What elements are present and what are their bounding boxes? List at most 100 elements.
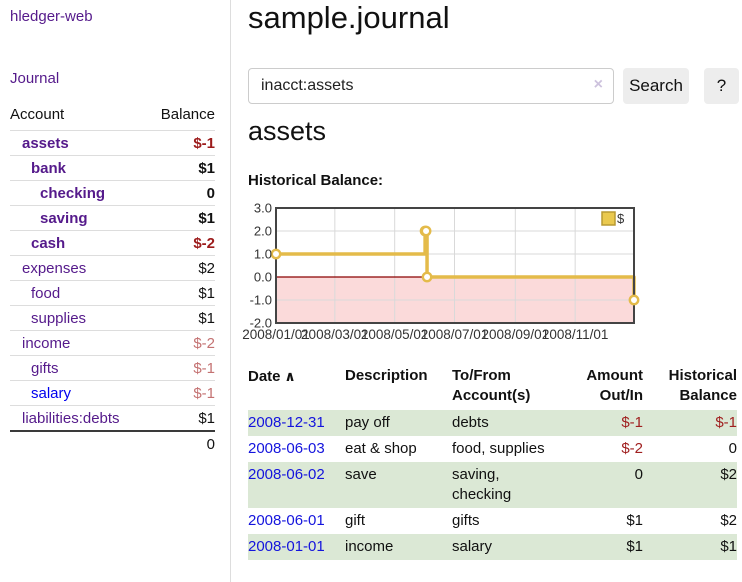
- account-row: expenses $2: [10, 255, 215, 281]
- register-header-historical-balance: Historical Balance: [668, 367, 737, 404]
- transaction-row: 2008-06-03 eat & shop food, supplies $-2 0: [248, 436, 737, 462]
- accounts-total-value: 0: [147, 430, 215, 456]
- transaction-date-cell: 2008-06-01: [248, 508, 345, 534]
- account-balance: $2: [147, 255, 215, 281]
- legend-label: $: [617, 211, 625, 226]
- search-bar: × Search ?: [248, 68, 742, 104]
- transaction-accounts: debts: [452, 414, 489, 431]
- account-balance: $-1: [147, 380, 215, 406]
- transaction-description: pay off: [345, 414, 390, 431]
- account-balance: $1: [147, 305, 215, 331]
- journal-link[interactable]: Journal: [10, 70, 60, 87]
- account-link-cash[interactable]: cash: [31, 235, 66, 252]
- account-link-checking[interactable]: checking: [40, 185, 106, 202]
- main-content: sample.journal × Search ? assets Histori…: [242, 0, 742, 582]
- historical-balance-chart-svg: $3.0 2.0 1.0 0.0 -1.0 -2.02008/01/012008/03/0…: [242, 201, 640, 342]
- account-link-liabilities-debts[interactable]: liabilities:debts: [22, 410, 120, 427]
- y-axis-tick-label: 0.0: [254, 270, 272, 285]
- data-point-marker: [628, 294, 640, 306]
- clear-search-icon[interactable]: ×: [593, 76, 603, 93]
- transaction-balance: $2: [720, 512, 737, 529]
- account-row: assets $-1: [10, 130, 215, 156]
- y-axis-tick-label: -1.0: [250, 293, 272, 308]
- account-row: bank $1: [10, 155, 215, 181]
- accounts-header-account: Account: [10, 106, 65, 123]
- transaction-description: save: [345, 466, 377, 483]
- register-table: Date ∧ Description To/From Account(s) Amoun…: [248, 364, 737, 560]
- account-row: checking 0: [10, 180, 215, 206]
- transaction-description: income: [345, 538, 394, 555]
- transaction-date-cell: 2008-01-01: [248, 534, 345, 560]
- transaction-amount: 0: [634, 466, 643, 483]
- account-row: cash $-2: [10, 230, 215, 256]
- account-row: income $-2: [10, 330, 215, 356]
- transaction-amount: $1: [626, 512, 643, 529]
- transaction-accounts: food, supplies: [452, 440, 545, 457]
- transaction-date-link[interactable]: 2008-06-03: [248, 440, 325, 457]
- account-balance: $1: [147, 205, 215, 231]
- register-header-to-from-account-s-: To/From Account(s): [452, 367, 531, 404]
- account-link-assets[interactable]: assets: [22, 135, 69, 152]
- account-link-bank[interactable]: bank: [31, 160, 67, 177]
- transaction-description: eat & shop: [345, 440, 417, 457]
- transaction-balance: $2: [720, 466, 737, 483]
- sidebar-item-journal: Journal: [10, 70, 214, 87]
- x-axis-tick-label: 2008/11/01: [542, 327, 609, 342]
- account-link-supplies[interactable]: supplies: [31, 310, 87, 327]
- data-point-marker: [270, 248, 282, 260]
- y-axis-tick-label: -2.0: [250, 316, 272, 331]
- transaction-date-link[interactable]: 2008-06-02: [248, 466, 325, 483]
- accounts-header-row: Account Balance: [10, 104, 215, 131]
- account-row: food $1: [10, 280, 215, 306]
- account-balance: $-1: [147, 130, 215, 156]
- transaction-balance: $1: [720, 538, 737, 555]
- transaction-amount: $-1: [621, 414, 643, 431]
- transaction-date-cell: 2008-06-03: [248, 436, 345, 462]
- account-row: liabilities:debts $1: [10, 405, 215, 431]
- accounts-header-balance: Balance: [160, 106, 215, 123]
- accounts-table: Account Balance assets $-1 bank $1 checking 0…: [10, 104, 215, 456]
- transaction-row: 2008-06-01 gift gifts $1 $2: [248, 508, 737, 534]
- sidebar: hledger-web Journal Account Balance asse…: [0, 0, 231, 582]
- account-link-gifts[interactable]: gifts: [31, 360, 59, 377]
- sort-asc-icon: ∧: [280, 368, 296, 384]
- chart-frame: [275, 207, 635, 324]
- register-header-row: Date ∧ Description To/From Account(s) Amoun…: [248, 364, 737, 410]
- transaction-row: 2008-12-31 pay off debts $-1 $-1: [248, 410, 737, 436]
- transaction-accounts: gifts: [452, 512, 480, 529]
- transaction-accounts: saving, checking: [452, 466, 512, 503]
- transaction-row: 2008-01-01 income salary $1 $1: [248, 534, 737, 560]
- data-point-marker: [420, 225, 432, 237]
- account-balance: $1: [147, 280, 215, 306]
- account-link-saving[interactable]: saving: [40, 210, 88, 227]
- x-axis-tick-label: 2008/05/01: [361, 327, 429, 342]
- transaction-date-link[interactable]: 2008-01-01: [248, 538, 325, 555]
- account-link-expenses[interactable]: expenses: [22, 260, 87, 277]
- search-button[interactable]: Search: [623, 68, 689, 104]
- transaction-date-cell: 2008-06-02: [248, 462, 345, 508]
- help-button[interactable]: ?: [704, 68, 739, 104]
- accounts-total-spacer: [10, 430, 148, 456]
- transaction-date-link[interactable]: 2008-12-31: [248, 414, 325, 431]
- transaction-amount: $-2: [621, 440, 643, 457]
- y-axis-tick-label: 2.0: [254, 224, 272, 239]
- account-link-income[interactable]: income: [22, 335, 71, 352]
- register-header-date[interactable]: Date ∧: [248, 368, 296, 385]
- app-title-link[interactable]: hledger-web: [10, 8, 93, 25]
- account-row: gifts $-1: [10, 355, 215, 381]
- x-axis-tick-label: 2008/01/01: [242, 327, 310, 342]
- search-input[interactable]: [248, 68, 614, 104]
- transaction-date-link[interactable]: 2008-06-01: [248, 512, 325, 529]
- account-row: supplies $1: [10, 305, 215, 331]
- register-header-amount-out-in: Amount Out/In: [586, 367, 643, 404]
- y-axis-tick-label: 3.0: [254, 201, 272, 216]
- account-link-salary[interactable]: salary: [31, 385, 72, 402]
- x-axis-tick-label: 2008/03/01: [301, 327, 369, 342]
- accounts-total-row: 0: [10, 430, 215, 456]
- transaction-balance: 0: [728, 440, 737, 457]
- account-balance: $1: [147, 155, 215, 181]
- account-link-food[interactable]: food: [31, 285, 61, 302]
- accounts-table-body: assets $-1 bank $1 checking 0 saving $1 cash $-2 e…: [10, 130, 215, 431]
- register-table-body: 2008-12-31 pay off debts $-1 $-1 2008-06-03 ea…: [248, 410, 737, 560]
- account-balance: $-2: [147, 330, 215, 356]
